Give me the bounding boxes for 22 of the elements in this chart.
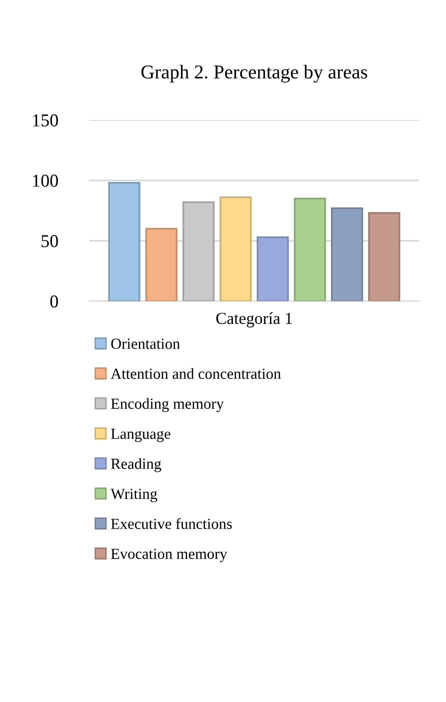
bar xyxy=(256,236,289,302)
legend-label: Reading xyxy=(111,458,162,472)
legend-label: Attention and concentration xyxy=(110,368,281,379)
y-tick-label: 100 xyxy=(33,174,58,187)
bar xyxy=(108,182,140,302)
legend-label: Evocation memory xyxy=(111,548,228,562)
y-tick-label: 50 xyxy=(42,235,58,248)
bar xyxy=(368,212,400,302)
bar xyxy=(294,198,326,302)
x-tick-label: Categoría 1 xyxy=(216,312,292,328)
chart-title: Graph 2. Percentage by areas xyxy=(141,64,368,83)
legend-label: Executive functions xyxy=(111,518,232,530)
legend-label: Orientation xyxy=(111,338,180,349)
y-tick-label: 150 xyxy=(33,114,58,126)
legend-label: Encoding memory xyxy=(111,398,224,412)
bar xyxy=(145,228,178,302)
legend-label: Writing xyxy=(110,488,158,502)
legend-label: Language xyxy=(111,428,170,442)
bar xyxy=(182,201,215,302)
bar xyxy=(330,207,364,302)
y-tick-label: 0 xyxy=(50,295,58,308)
bar xyxy=(220,196,252,302)
